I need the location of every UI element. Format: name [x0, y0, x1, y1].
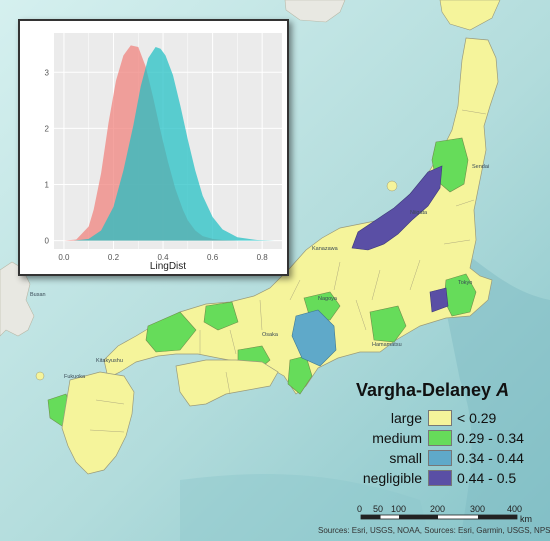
island-sado — [386, 180, 398, 192]
scale-tick-400: 400 — [507, 504, 522, 514]
y-tick-label: 1 — [45, 180, 50, 189]
place-hamamatsu: Hamamatsu — [372, 342, 402, 348]
legend-item-small: small 0.34 - 0.44 — [322, 449, 524, 466]
legend-swatch — [428, 449, 452, 466]
legend-item-negligible: negligible 0.44 - 0.5 — [322, 469, 516, 486]
pref-nara-wakayama — [291, 309, 337, 367]
y-tick-label: 0 — [45, 237, 50, 246]
continent-north — [284, 0, 346, 23]
scale-tick-100: 100 — [391, 504, 406, 514]
x-tick-label: 0.6 — [207, 253, 219, 262]
place-tokyo: Tokyo — [458, 280, 472, 286]
pref-shimane — [145, 311, 197, 353]
x-tick-label: 0.2 — [108, 253, 120, 262]
x-tick-label: 0.4 — [157, 253, 169, 262]
inset-chart-panel: 0.0 0.2 0.4 0.6 0.8 0 1 2 3 LingDist — [18, 19, 289, 276]
place-labels: Busan Fukuoka Kitakyushu Nagoya Osaka To… — [30, 164, 489, 380]
scale-bar: 0 50 100 200 300 400 km — [357, 504, 532, 524]
honshu — [103, 37, 499, 395]
kyushu — [61, 371, 135, 475]
hokkaido — [439, 0, 501, 31]
legend-item-label: medium — [372, 429, 422, 446]
scale-tick-50: 50 — [373, 504, 383, 514]
place-niigata: Niigata — [410, 210, 428, 216]
legend-item-range: 0.29 - 0.34 — [457, 429, 524, 446]
island-tsushima — [35, 371, 45, 381]
legend-title-italic: A — [496, 380, 510, 400]
place-kitakyushu: Kitakyushu — [96, 358, 123, 364]
legend-title-text: Vargha-Delaney — [356, 380, 497, 400]
legend-swatch — [428, 429, 452, 446]
legend-item-label: large — [390, 409, 422, 426]
scale-tick-200: 200 — [430, 504, 445, 514]
legend-swatch — [428, 409, 452, 426]
pref-tottori — [203, 301, 239, 331]
legend-item-medium: medium 0.29 - 0.34 — [322, 429, 524, 446]
density-area-2 — [73, 47, 275, 241]
legend-item-range: 0.34 - 0.44 — [457, 449, 524, 466]
attribution-credit: Sources: Esri, USGS, NOAA, Sources: Esri… — [318, 526, 550, 535]
legend-item-range: < 0.29 — [457, 409, 497, 426]
place-kanazawa: Kanazawa — [312, 246, 339, 252]
place-sendai: Sendai — [472, 164, 489, 170]
prefecture-boundaries — [89, 109, 487, 433]
legend-item-range: 0.44 - 0.5 — [457, 469, 517, 486]
legend-swatch — [428, 469, 452, 486]
y-tick-label: 2 — [45, 124, 50, 133]
place-nagoya: Nagoya — [318, 296, 338, 302]
chart-series — [63, 45, 275, 241]
x-axis-label: LingDist — [150, 261, 186, 272]
scale-tick-0: 0 — [357, 504, 362, 514]
scale-tick-300: 300 — [470, 504, 485, 514]
x-tick-label: 0.0 — [58, 253, 70, 262]
legend-item-label: negligible — [362, 469, 422, 486]
place-osaka: Osaka — [262, 332, 279, 338]
density-chart: 0.0 0.2 0.4 0.6 0.8 0 1 2 3 LingDist — [45, 33, 282, 272]
x-tick-label: 0.8 — [257, 253, 269, 262]
y-tick-label: 3 — [45, 68, 50, 77]
place-fukuoka: Fukuoka — [64, 374, 86, 380]
pref-kanagawa — [429, 287, 449, 313]
legend-title: Vargha-Delaney A — [356, 380, 509, 401]
pref-yamanashi — [369, 305, 407, 343]
deep-sea-south — [180, 474, 430, 541]
legend-item-label: small — [389, 449, 422, 466]
scale-unit: km — [520, 514, 532, 524]
shikoku — [175, 359, 279, 407]
chart-ticks: 0.0 0.2 0.4 0.6 0.8 0 1 2 3 — [45, 68, 269, 262]
legend-item-large: large < 0.29 — [322, 409, 496, 426]
place-busan: Busan — [30, 292, 46, 298]
pref-niigata — [351, 165, 443, 251]
